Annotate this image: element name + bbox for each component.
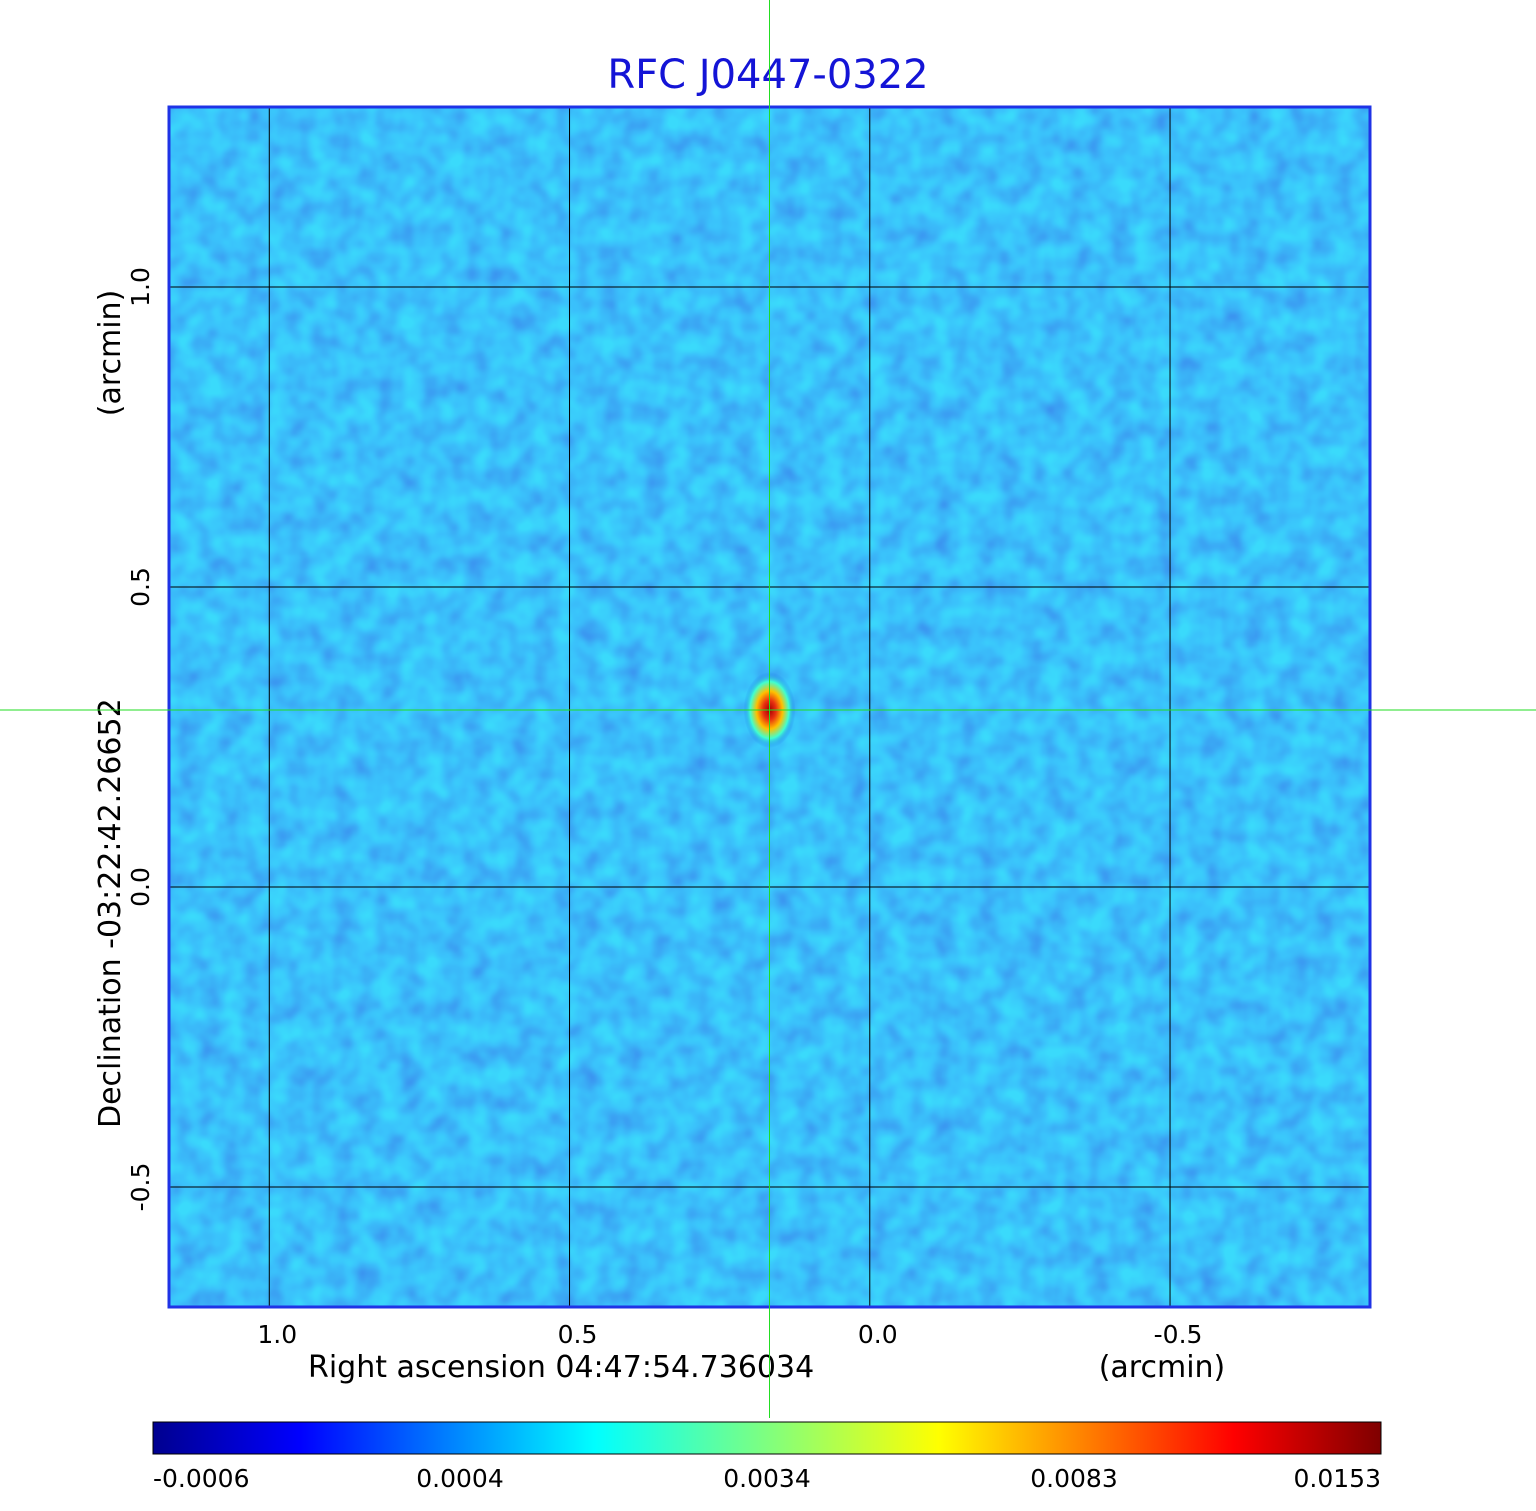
colorbar: -0.0006 0.0004 0.0034 0.0083 0.0153 <box>152 1421 1382 1493</box>
colorbar-label: 0.0034 <box>723 1464 810 1493</box>
x-tick-label: -0.5 <box>1154 1320 1203 1349</box>
colorbar-label: 0.0004 <box>416 1464 503 1493</box>
colorbar-labels: -0.0006 0.0004 0.0034 0.0083 0.0153 <box>153 1464 1381 1493</box>
x-tick-label: 1.0 <box>257 1320 297 1349</box>
x-tick-label: 0.5 <box>558 1320 598 1349</box>
colorbar-label: 0.0083 <box>1030 1464 1117 1493</box>
y-tick-label: -0.5 <box>126 1163 155 1212</box>
x-tick-label: 0.0 <box>858 1320 898 1349</box>
y-axis-label: Declination -03:22:42.26652 <box>93 698 128 1128</box>
y-tick-labels: 1.0 0.5 0.0 -0.5 <box>126 267 155 1211</box>
y-axis-unit: (arcmin) <box>93 290 128 417</box>
colorbar-label: 0.0153 <box>1294 1464 1381 1493</box>
chart-title: RFC J0447-0322 <box>607 52 928 98</box>
colorbar-scale <box>152 1421 1382 1455</box>
y-tick-label: 1.0 <box>126 267 155 307</box>
x-axis-unit: (arcmin) <box>1099 1350 1226 1385</box>
x-axis-label: Right ascension 04:47:54.736034 <box>308 1350 814 1385</box>
crosshair <box>0 0 1536 1418</box>
y-tick-label: 0.0 <box>126 867 155 907</box>
y-tick-label: 0.5 <box>126 567 155 607</box>
x-tick-labels: 1.0 0.5 0.0 -0.5 <box>257 1320 1202 1349</box>
colorbar-label: -0.0006 <box>153 1464 250 1493</box>
